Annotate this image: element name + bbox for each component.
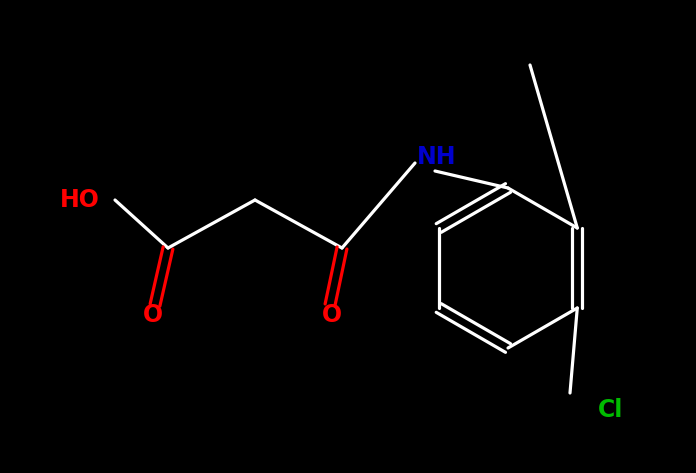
Text: NH: NH <box>417 145 457 169</box>
Text: HO: HO <box>60 188 100 212</box>
Text: Cl: Cl <box>598 398 624 422</box>
Text: O: O <box>322 303 342 327</box>
Text: O: O <box>143 303 163 327</box>
